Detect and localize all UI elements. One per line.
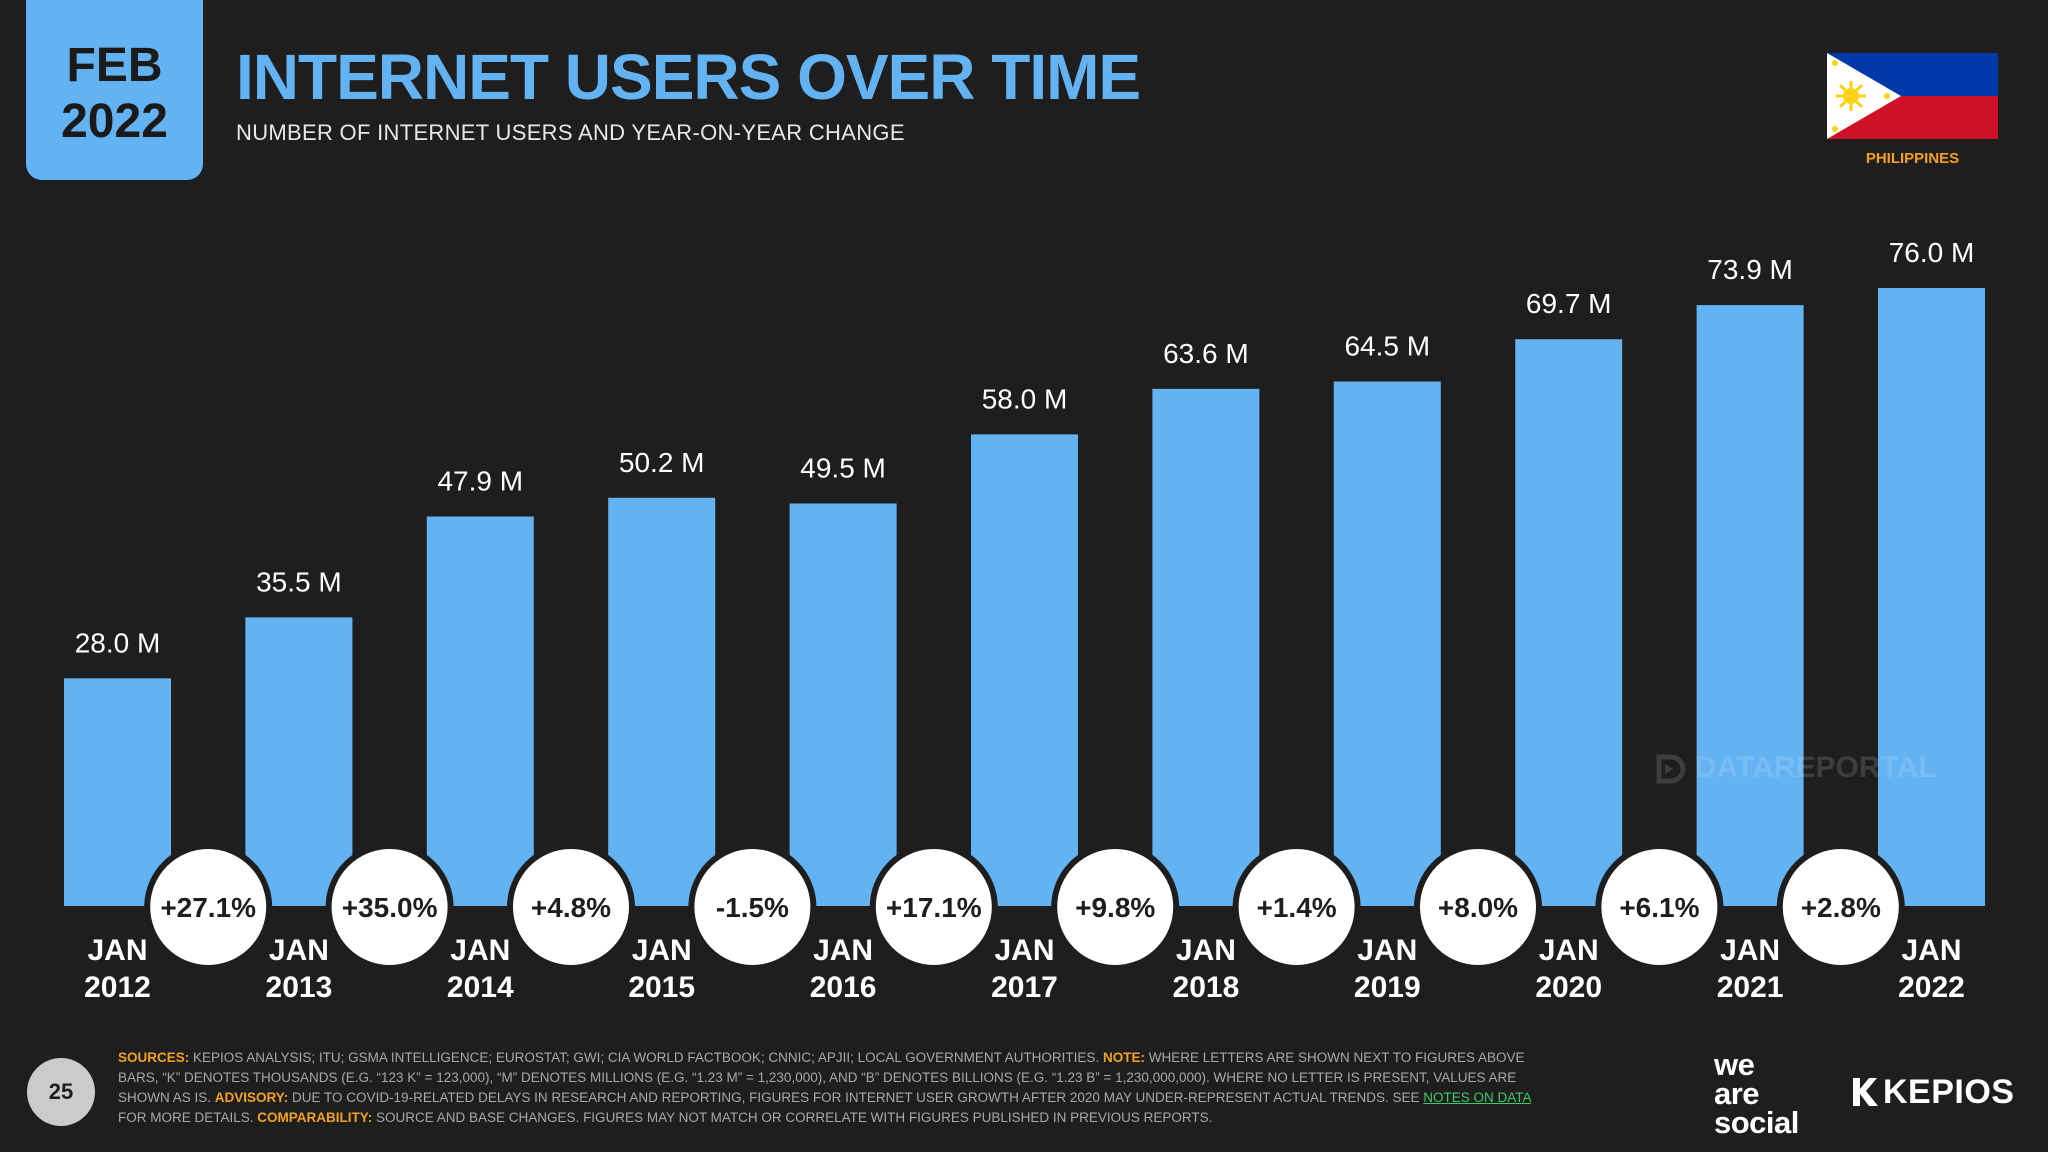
value-label-2012: 28.0 M xyxy=(75,627,161,658)
x-tick-month-2012: JAN xyxy=(87,934,147,967)
value-label-2016: 49.5 M xyxy=(800,452,886,483)
comparability-text: SOURCE AND BASE CHANGES. FIGURES MAY NOT… xyxy=(372,1110,1213,1125)
x-tick-year-2017: 2017 xyxy=(991,971,1058,1004)
value-label-2019: 64.5 M xyxy=(1344,331,1430,362)
badge-year: 2022 xyxy=(61,95,168,148)
yoy-change-bubble-5 xyxy=(869,843,998,971)
value-label-2017: 58.0 M xyxy=(982,383,1068,414)
yoy-change-label-1: +27.1% xyxy=(160,892,256,923)
kepios-k-icon xyxy=(1853,1078,1878,1106)
yoy-change-label-8: +8.0% xyxy=(1438,892,1518,923)
x-tick-year-2019: 2019 xyxy=(1354,971,1421,1004)
yoy-change-bubble-7 xyxy=(1232,843,1361,971)
value-label-2013: 35.5 M xyxy=(256,566,342,597)
x-tick-month-2014: JAN xyxy=(450,934,510,967)
yoy-change-bubble-10 xyxy=(1776,843,1905,971)
bar-2020 xyxy=(1515,339,1623,906)
x-tick-year-2016: 2016 xyxy=(810,971,877,1004)
datareportal-watermark: DATAREPORTAL xyxy=(1655,746,1937,790)
flag-sun xyxy=(1832,60,1890,132)
kepios-logo: KEPIOS xyxy=(1851,1070,2015,1114)
x-tick-month-2021: JAN xyxy=(1720,934,1780,967)
value-label-2015: 50.2 M xyxy=(619,447,705,478)
x-tick-year-2021: 2021 xyxy=(1717,971,1784,1004)
advisory-label: ADVISORY: xyxy=(214,1090,289,1105)
notes-on-data-link[interactable]: NOTES ON DATA xyxy=(1423,1090,1531,1105)
x-tick-year-2020: 2020 xyxy=(1535,971,1602,1004)
value-label-2020: 69.7 M xyxy=(1526,288,1612,319)
x-tick-month-2016: JAN xyxy=(813,934,873,967)
badge-month: FEB xyxy=(66,39,163,92)
value-label-2018: 63.6 M xyxy=(1163,338,1249,369)
x-tick-year-2014: 2014 xyxy=(447,971,514,1004)
after-link-text: FOR MORE DETAILS. xyxy=(118,1110,258,1125)
comparability-label: COMPARABILITY: xyxy=(257,1110,373,1125)
x-tick-month-2017: JAN xyxy=(994,934,1054,967)
date-badge: FEB 2022 xyxy=(26,0,203,180)
footer-notes: SOURCES: KEPIOS ANALYSIS; ITU; GSMA INTE… xyxy=(118,1048,1558,1128)
page-title: INTERNET USERS OVER TIME xyxy=(236,41,1141,113)
page-subtitle: NUMBER OF INTERNET USERS AND YEAR-ON-YEA… xyxy=(236,120,905,145)
yoy-change-label-2: +35.0% xyxy=(342,892,438,923)
bar-2013 xyxy=(245,617,353,906)
x-tick-month-2020: JAN xyxy=(1539,934,1599,967)
yoy-change-label-10: +2.8% xyxy=(1801,892,1881,923)
yoy-change-label-6: +9.8% xyxy=(1075,892,1155,923)
bar-2018 xyxy=(1152,388,1260,907)
page-number: 25 xyxy=(27,1058,95,1126)
datareportal-logo-icon xyxy=(1656,754,1686,784)
bar-2019 xyxy=(1333,381,1441,906)
yoy-change-bubble-6 xyxy=(1051,843,1180,971)
bar-2021 xyxy=(1696,305,1804,907)
logo-was-line1: we xyxy=(1714,1047,1755,1082)
bar-2022 xyxy=(1878,288,1985,906)
x-tick-month-2018: JAN xyxy=(1176,934,1236,967)
bar-2014 xyxy=(426,516,534,906)
sources-text: KEPIOS ANALYSIS; ITU; GSMA INTELLIGENCE;… xyxy=(189,1050,1103,1065)
value-label-2022: 76.0 M xyxy=(1889,237,1975,268)
logo-was-line2: are xyxy=(1714,1076,1760,1111)
x-tick-year-2012: 2012 xyxy=(84,971,151,1004)
kepios-text: KEPIOS xyxy=(1883,1072,2015,1111)
x-tick-month-2022: JAN xyxy=(1901,934,1961,967)
x-tick-year-2022: 2022 xyxy=(1898,971,1965,1004)
value-label-2014: 47.9 M xyxy=(437,465,523,496)
sources-label: SOURCES: xyxy=(118,1050,190,1065)
x-tick-month-2013: JAN xyxy=(269,934,329,967)
x-tick-year-2013: 2013 xyxy=(266,971,333,1004)
yoy-change-label-5: +17.1% xyxy=(886,892,982,923)
watermark-text: DATAREPORTAL xyxy=(1695,751,1937,784)
yoy-change-bubble-8 xyxy=(1414,843,1542,971)
yoy-change-bubble-3 xyxy=(507,843,635,971)
yoy-change-label-4: -1.5% xyxy=(716,892,789,923)
philippines-flag-icon xyxy=(1827,53,1998,139)
bar-2015 xyxy=(608,497,716,906)
we-are-social-logo: we are social xyxy=(1714,1047,1844,1140)
value-label-2021: 73.9 M xyxy=(1707,254,1793,285)
x-tick-year-2018: 2018 xyxy=(1173,971,1240,1004)
yoy-change-label-7: +1.4% xyxy=(1257,892,1337,923)
x-tick-month-2015: JAN xyxy=(632,934,692,967)
yoy-change-bubble-4 xyxy=(688,843,817,971)
yoy-change-label-9: +6.1% xyxy=(1619,892,1699,923)
x-tick-month-2019: JAN xyxy=(1357,934,1417,967)
advisory-text: DUE TO COVID-19-RELATED DELAYS IN RESEAR… xyxy=(288,1090,1424,1105)
bar-2012 xyxy=(64,678,171,906)
yoy-change-bubble-1 xyxy=(144,843,273,971)
country-label: PHILIPPINES xyxy=(1865,150,1960,167)
yoy-change-bubble-2 xyxy=(325,843,454,971)
bar-2016 xyxy=(789,503,897,906)
note-label: NOTE: xyxy=(1102,1050,1145,1065)
logo-was-line3: social xyxy=(1714,1105,1799,1140)
bar-2017 xyxy=(971,434,1078,906)
yoy-change-label-3: +4.8% xyxy=(531,892,611,923)
note-text: WHERE LETTERS ARE SHOWN NEXT TO FIGURES … xyxy=(118,1050,1525,1105)
x-tick-year-2015: 2015 xyxy=(628,971,695,1004)
yoy-change-bubble-9 xyxy=(1595,843,1724,971)
